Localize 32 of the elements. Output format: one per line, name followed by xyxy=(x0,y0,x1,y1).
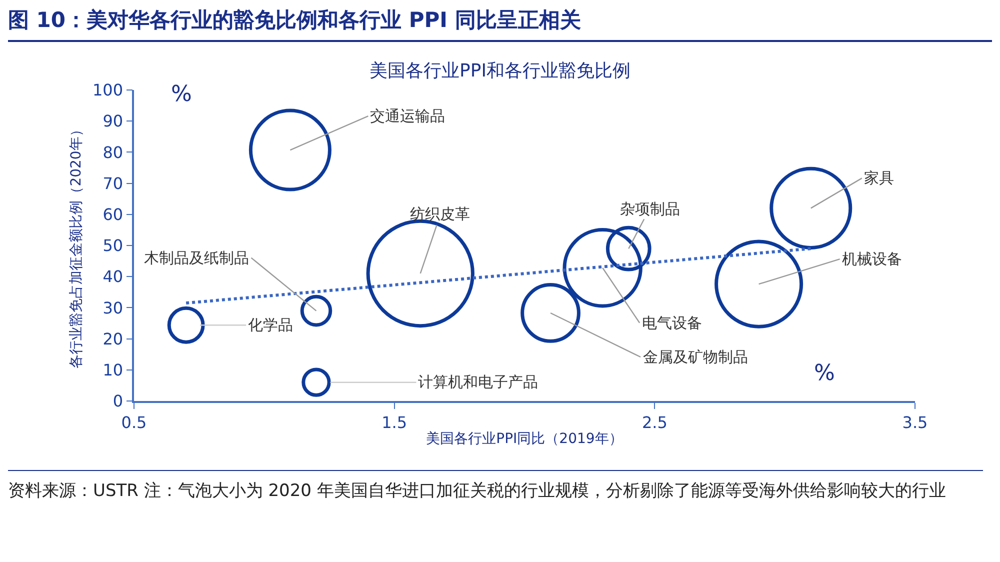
y-tick-label: 30 xyxy=(102,298,124,318)
x-tick-label: 3.5 xyxy=(902,412,928,432)
y-axis-title: 各行业豁免占加征金额比例（2020年） xyxy=(68,122,85,368)
chart-title: 图 10：美对华各行业的豁免比例和各行业 PPI 同比呈正相关 xyxy=(8,6,992,42)
y-tick-label: 0 xyxy=(112,392,124,411)
y-tick-label: 50 xyxy=(102,236,124,256)
annotation: 家具 xyxy=(864,169,894,187)
y-tick-label: 60 xyxy=(102,205,124,224)
x-axis-title: 美国各行业PPI同比（2019年） xyxy=(426,430,623,447)
annotation: 纺织皮革 xyxy=(410,205,470,223)
y-tick-label: 80 xyxy=(102,142,124,162)
y-tick-label: 20 xyxy=(102,329,124,348)
annotation: % xyxy=(171,82,192,107)
y-tick-label: 40 xyxy=(102,267,124,286)
y-tick-label: 70 xyxy=(102,174,124,193)
annotation: 杂项制品 xyxy=(620,200,680,218)
annotation: 计算机和电子产品 xyxy=(418,373,538,391)
x-tick-label: 2.5 xyxy=(642,412,668,432)
y-tick-label: 100 xyxy=(92,80,124,100)
annotation: 电气设备 xyxy=(642,314,702,332)
text: 资料来源：USTR 注：气泡大小为 2020 年美国自华进口加征关税的行业规模，分析剔除了能源等受海外供给影响较大的行业 xyxy=(8,470,983,507)
annotation: 化学品 xyxy=(248,316,293,334)
y-tick-label: 90 xyxy=(102,112,124,131)
annotation: 木制品及纸制品 xyxy=(144,249,249,267)
annotation: 金属及矿物制品 xyxy=(643,348,748,366)
annotation: 机械设备 xyxy=(842,250,902,268)
chart-subtitle: 美国各行业PPI和各行业豁免比例 xyxy=(369,60,631,82)
annotation: % xyxy=(814,361,835,386)
x-tick-label: 0.5 xyxy=(121,412,147,432)
x-tick-label: 1.5 xyxy=(382,412,408,432)
annotation: 交通运输品 xyxy=(370,107,445,125)
y-tick-label: 10 xyxy=(102,360,124,380)
